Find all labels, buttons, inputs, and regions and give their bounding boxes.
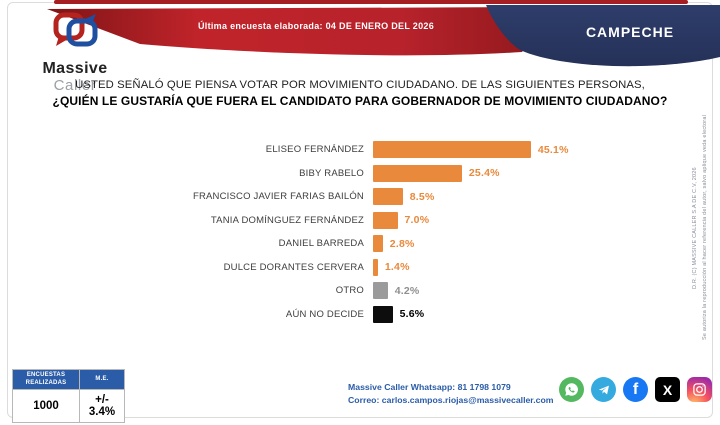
copyright-line-1: D.R. (C) MASSIVE CALLER S.A DE C.V, 2026	[692, 167, 699, 289]
chart-row: ELISEO FERNÁNDEZ 45.1%	[0, 141, 690, 158]
chart-row: AÚN NO DECIDE 5.6%	[0, 305, 690, 323]
category-label: ELISEO FERNÁNDEZ	[265, 144, 364, 155]
surveys-header: ENCUESTAS REALIZADAS	[12, 369, 80, 390]
value-label: 5.6%	[399, 308, 425, 320]
surveys-value: 1000	[12, 389, 80, 423]
email-line: Correo: carlos.campos.riojas@massivecall…	[348, 394, 554, 405]
bar	[373, 141, 531, 158]
category-label: DANIEL BARREDA	[278, 238, 364, 249]
social-icons: f X	[559, 377, 712, 402]
bar	[373, 258, 378, 276]
top-accent-line	[54, 0, 688, 4]
whatsapp-icon[interactable]	[559, 377, 584, 402]
category-label: FRANCISCO JAVIER FARIAS BAILÓN	[192, 191, 364, 202]
value-label: 45.1%	[537, 143, 569, 156]
question-line-2: ¿QUIÉN LE GUSTARÍA QUE FUERA EL CANDIDAT…	[52, 94, 668, 109]
last-survey-date: Última encuesta elaborada: 04 DE ENERO D…	[197, 21, 435, 31]
bar	[373, 282, 388, 299]
speech-bubbles-icon	[53, 12, 98, 47]
value-label: 7.0%	[404, 214, 430, 226]
bar	[373, 305, 393, 323]
chart-row: OTRO 4.2%	[0, 282, 690, 299]
chart-row: DULCE DORANTES CERVERA 1.4%	[0, 258, 690, 276]
copyright-line-2: Se autoriza la reproducción al hacer ref…	[702, 115, 709, 341]
copyright-notice: D.R. (C) MASSIVE CALLER S.A DE C.V, 2026…	[691, 88, 711, 368]
telegram-icon[interactable]	[591, 377, 616, 402]
bar-chart: ELISEO FERNÁNDEZ 45.1% BIBY RABELO 25.4%…	[0, 141, 690, 329]
value-label: 1.4%	[384, 261, 410, 273]
survey-question: USTED SEÑALÓ QUE PIENSA VOTAR POR MOVIMI…	[30, 77, 690, 111]
chart-row: FRANCISCO JAVIER FARIAS BAILÓN 8.5%	[0, 188, 690, 205]
value-label: 2.8%	[389, 237, 415, 250]
value-label: 8.5%	[409, 190, 435, 203]
bar	[373, 164, 462, 182]
category-label: AÚN NO DECIDE	[285, 308, 364, 320]
margin-error-value: +/- 3.4%	[79, 389, 125, 423]
contact-block: Massive Caller Whatsapp: 81 1798 1079 Co…	[348, 381, 554, 406]
category-label: OTRO	[335, 285, 364, 296]
category-label: DULCE DORANTES CERVERA	[223, 261, 364, 273]
sample-stats-table: ENCUESTAS REALIZADAS M.E. 1000 +/- 3.4%	[12, 369, 125, 423]
bar	[373, 188, 403, 205]
logo-text-massive: Massive	[42, 60, 108, 77]
question-line-1: USTED SEÑALÓ QUE PIENSA VOTAR POR MOVIMI…	[75, 79, 645, 91]
x-icon[interactable]: X	[655, 377, 680, 402]
category-label: TANIA DOMÍNGUEZ FERNÁNDEZ	[210, 214, 364, 226]
red-ribbon	[47, 7, 556, 56]
bar	[373, 211, 398, 229]
logo-text-caller: Caller	[53, 76, 97, 94]
chart-row: DANIEL BARREDA 2.8%	[0, 235, 690, 252]
header-ribbons	[47, 0, 720, 67]
margin-error-header: M.E.	[79, 369, 125, 390]
massive-caller-logo: Massive Caller	[20, 12, 130, 93]
value-label: 4.2%	[394, 284, 420, 297]
blue-ribbon	[486, 5, 720, 67]
chart-row: BIBY RABELO 25.4%	[0, 164, 690, 182]
bar	[373, 235, 383, 252]
value-label: 25.4%	[468, 167, 500, 179]
facebook-icon[interactable]: f	[623, 377, 648, 402]
instagram-icon[interactable]	[687, 377, 712, 402]
state-name: CAMPECHE	[585, 24, 675, 40]
chart-row: TANIA DOMÍNGUEZ FERNÁNDEZ 7.0%	[0, 211, 690, 229]
whatsapp-line: Massive Caller Whatsapp: 81 1798 1079	[348, 382, 511, 392]
category-label: BIBY RABELO	[299, 167, 364, 179]
